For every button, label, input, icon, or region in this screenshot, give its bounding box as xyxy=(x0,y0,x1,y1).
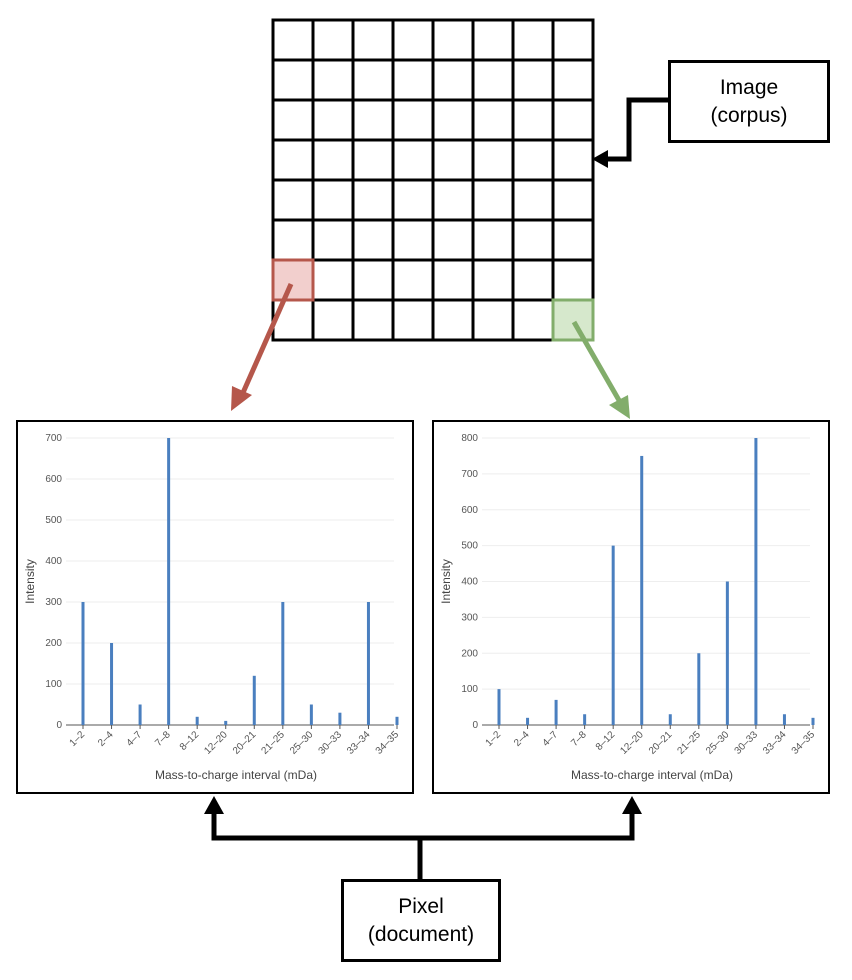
right-bar xyxy=(811,717,815,725)
spectrum-chart-right-svg: 0 100 200 300 400 500 600 700 800 1–2 2–4 4–7 7–8 8–1… xyxy=(439,433,818,782)
left-x-tick-label: 34–35 xyxy=(374,729,402,757)
left-x-tick-label: 12–20 xyxy=(202,729,230,757)
red-highlighted-pixel xyxy=(271,258,315,302)
right-bar xyxy=(697,653,701,725)
right-y-tick-label: 800 xyxy=(461,433,478,444)
pixel-connector-arrows xyxy=(204,796,642,879)
left-y-tick-label: 100 xyxy=(45,679,62,690)
left-x-axis-title: Mass-to-charge interval (mDa) xyxy=(155,768,317,782)
left-y-tick-label: 400 xyxy=(45,556,62,567)
left-x-tick-label: 20–21 xyxy=(231,729,259,757)
left-y-axis-title: Intensity xyxy=(23,559,37,604)
green-arrow xyxy=(571,320,630,419)
pixel-document-box: Pixel (document) xyxy=(341,879,501,962)
right-x-axis-title: Mass-to-charge interval (mDa) xyxy=(571,768,733,782)
right-y-tick-label: 300 xyxy=(461,612,478,623)
right-x-tick-label: 34–35 xyxy=(790,729,818,757)
right-x-tick-label: 4–7 xyxy=(541,729,561,749)
right-x-tick-label: 20–21 xyxy=(647,729,675,757)
right-x-tick-label: 33–34 xyxy=(761,729,789,757)
left-bar xyxy=(224,720,228,725)
right-bar xyxy=(497,689,501,725)
left-x-tick-label: 21–25 xyxy=(259,729,287,757)
pixel-label-line2: (document) xyxy=(367,922,475,946)
image-corpus-box: Image (corpus) xyxy=(668,60,830,143)
left-x-tick-label: 8–12 xyxy=(178,729,202,753)
right-y-tick-label: 200 xyxy=(461,648,478,659)
spectrum-chart-right: 0 100 200 300 400 500 600 700 800 1–2 2–4 4–7 7–8 8–1… xyxy=(432,420,830,794)
right-x-tick-label: 30–33 xyxy=(733,729,761,757)
right-y-tick-label: 600 xyxy=(461,505,478,516)
left-x-tick-label: 33–34 xyxy=(345,729,373,757)
left-y-tick-label: 500 xyxy=(45,515,62,526)
green-highlighted-pixel xyxy=(551,298,595,342)
right-bar xyxy=(668,714,672,725)
left-bar xyxy=(252,675,256,725)
right-bar xyxy=(754,438,758,725)
right-y-tick-label: 400 xyxy=(461,577,478,588)
right-bar xyxy=(526,717,530,725)
right-x-tick-label: 12–20 xyxy=(618,729,646,757)
left-bar xyxy=(366,602,370,725)
left-x-tick-label: 7–8 xyxy=(153,729,173,749)
left-bar xyxy=(309,704,313,725)
spectrum-chart-left-svg: 0 100 200 300 400 500 600 700 1–2 2–4 4–7 7–8 8–12 12… xyxy=(23,433,402,782)
right-bar xyxy=(554,699,558,725)
right-x-tick-label: 21–25 xyxy=(675,729,703,757)
left-bar xyxy=(81,602,85,725)
right-y-tick-label: 100 xyxy=(461,684,478,695)
left-bar xyxy=(110,643,114,725)
right-y-axis-title: Intensity xyxy=(439,559,453,604)
right-bar xyxy=(725,581,729,725)
left-x-tick-label: 1–2 xyxy=(68,729,88,749)
image-label-line1: Image xyxy=(719,75,779,99)
right-bar xyxy=(583,714,587,725)
left-bar xyxy=(167,438,171,725)
left-y-tick-label: 200 xyxy=(45,638,62,649)
left-bar xyxy=(195,716,199,725)
right-bar xyxy=(782,714,786,725)
left-bar xyxy=(138,704,142,725)
right-x-tick-label: 8–12 xyxy=(594,729,618,753)
right-bar xyxy=(611,545,615,725)
right-y-tick-label: 500 xyxy=(461,541,478,552)
right-x-tick-label: 2–4 xyxy=(512,729,532,749)
spectrum-chart-left: 0 100 200 300 400 500 600 700 1–2 2–4 4–7 7–8 8–12 12… xyxy=(16,420,414,794)
left-y-tick-label: 600 xyxy=(45,474,62,485)
left-bar xyxy=(281,602,285,725)
left-y-tick-label: 0 xyxy=(56,720,62,731)
left-x-tick-label: 30–33 xyxy=(317,729,345,757)
left-bar xyxy=(338,712,342,725)
left-x-tick-label: 4–7 xyxy=(125,729,145,749)
image-connector-arrow xyxy=(592,97,668,168)
right-x-tick-label: 25–30 xyxy=(704,729,732,757)
red-arrow xyxy=(231,282,294,411)
image-grid xyxy=(271,18,595,342)
image-label-line2: (corpus) xyxy=(710,103,788,127)
right-bar xyxy=(640,455,644,725)
right-y-tick-label: 0 xyxy=(472,720,478,731)
left-bar xyxy=(395,716,399,725)
right-x-tick-label: 7–8 xyxy=(569,729,589,749)
left-x-tick-label: 25–30 xyxy=(288,729,316,757)
right-x-tick-label: 1–2 xyxy=(484,729,504,749)
left-y-tick-label: 300 xyxy=(45,597,62,608)
right-y-tick-label: 700 xyxy=(461,469,478,480)
left-y-tick-label: 700 xyxy=(45,433,62,444)
left-x-tick-label: 2–4 xyxy=(96,729,116,749)
pixel-label-line1: Pixel xyxy=(398,894,444,918)
